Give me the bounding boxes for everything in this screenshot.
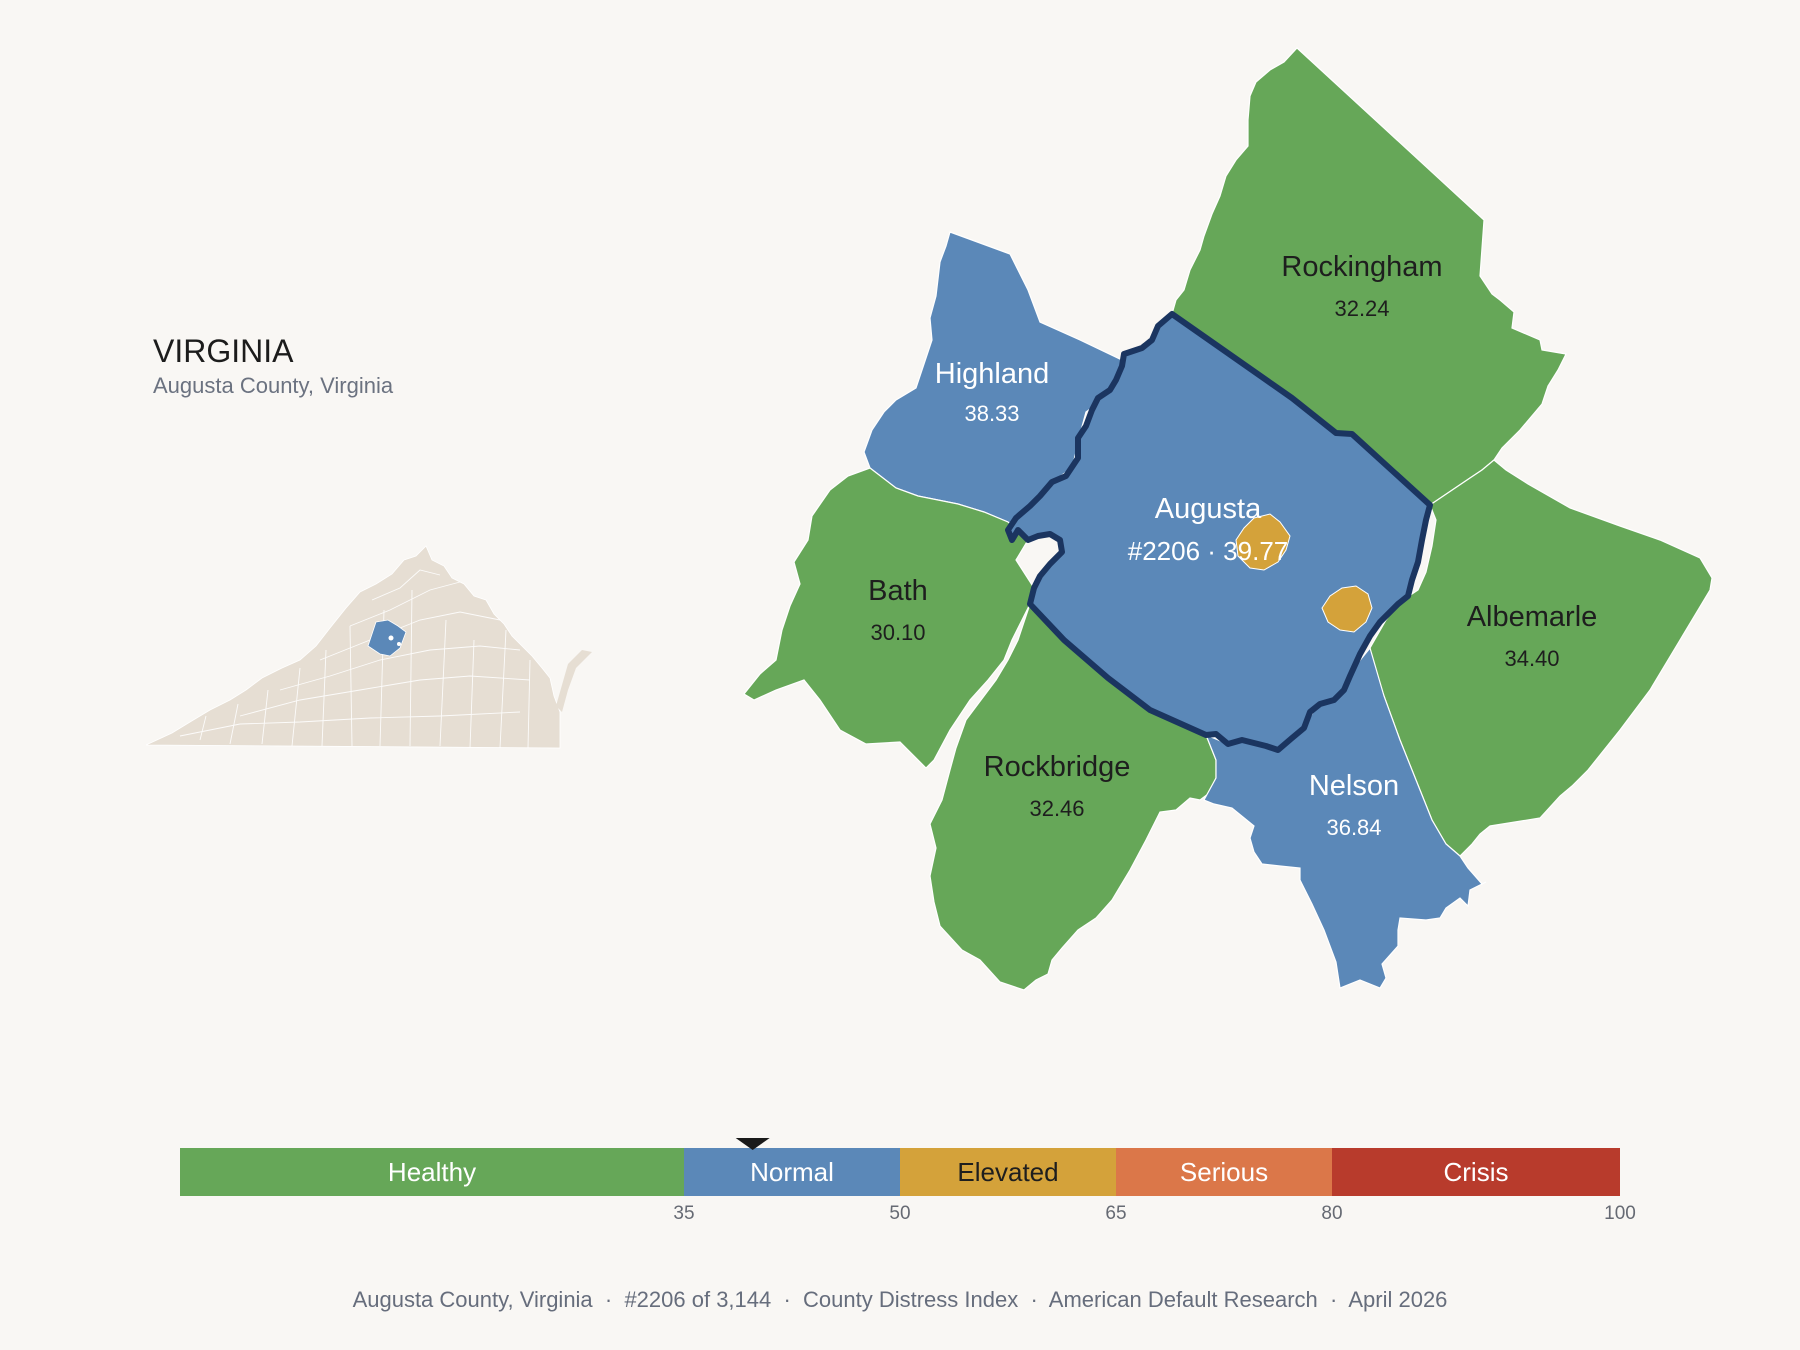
- label-bath-name: Bath: [868, 575, 928, 607]
- label-augusta-name: Augusta: [1155, 493, 1262, 525]
- scale-tick-label: 100: [1604, 1203, 1636, 1224]
- label-rockingham-value: 32.24: [1334, 296, 1389, 321]
- city-dot: [397, 642, 401, 646]
- city-dot: [388, 635, 394, 641]
- scale-tick-label: 80: [1321, 1203, 1342, 1224]
- label-nelson-name: Nelson: [1309, 770, 1399, 802]
- scale-band-normal: [684, 1148, 900, 1196]
- label-nelson-value: 36.84: [1326, 815, 1381, 840]
- scale-band-healthy: [180, 1148, 684, 1196]
- footer-caption: Augusta County, Virginia · #2206 of 3,14…: [353, 1287, 1448, 1312]
- scale-band-label: Crisis: [1444, 1157, 1509, 1187]
- label-albemarle-value: 34.40: [1504, 646, 1559, 671]
- county-augusta[interactable]: [1005, 311, 1433, 753]
- label-augusta-value: #2206 · 39.77: [1128, 536, 1288, 566]
- scale-tick-label: 65: [1105, 1203, 1126, 1224]
- label-rockbridge-value: 32.46: [1029, 796, 1084, 821]
- label-bath-value: 30.10: [870, 620, 925, 645]
- county-map: Rockingham 32.24 Highland 38.33 Augusta …: [743, 47, 1713, 991]
- delmarva-peninsula: [556, 650, 592, 712]
- scale-band-crisis: [1332, 1148, 1620, 1196]
- scale-band-label: Elevated: [957, 1157, 1058, 1187]
- scale-tick-label: 50: [889, 1203, 910, 1224]
- label-highland-value: 38.33: [964, 401, 1019, 426]
- scale-band-elevated: [900, 1148, 1116, 1196]
- scale-tick-label: 35: [673, 1203, 694, 1224]
- label-rockbridge-name: Rockbridge: [984, 751, 1131, 783]
- label-highland-name: Highland: [935, 358, 1049, 390]
- scale-band-label: Healthy: [388, 1157, 476, 1187]
- scale-band-label: Serious: [1180, 1157, 1268, 1187]
- city-waynesboro: [1321, 585, 1373, 633]
- label-rockingham-name: Rockingham: [1281, 251, 1442, 283]
- scale-marker-icon: [735, 1138, 770, 1150]
- county-lines: [179, 569, 531, 749]
- augusta-locator: [367, 619, 407, 657]
- scale-band-label: Normal: [750, 1157, 834, 1187]
- state-title: VIRGINIA: [153, 333, 294, 369]
- label-albemarle-name: Albemarle: [1467, 601, 1598, 633]
- distress-scale: Healthy Normal Elevated Serious Crisis 35 50 65…: [180, 1138, 1636, 1224]
- scale-band-serious: [1116, 1148, 1332, 1196]
- city-staunton: [1235, 513, 1291, 571]
- state-inset: VIRGINIA Augusta County, Virginia: [145, 333, 592, 749]
- county-subtitle: Augusta County, Virginia: [153, 373, 394, 398]
